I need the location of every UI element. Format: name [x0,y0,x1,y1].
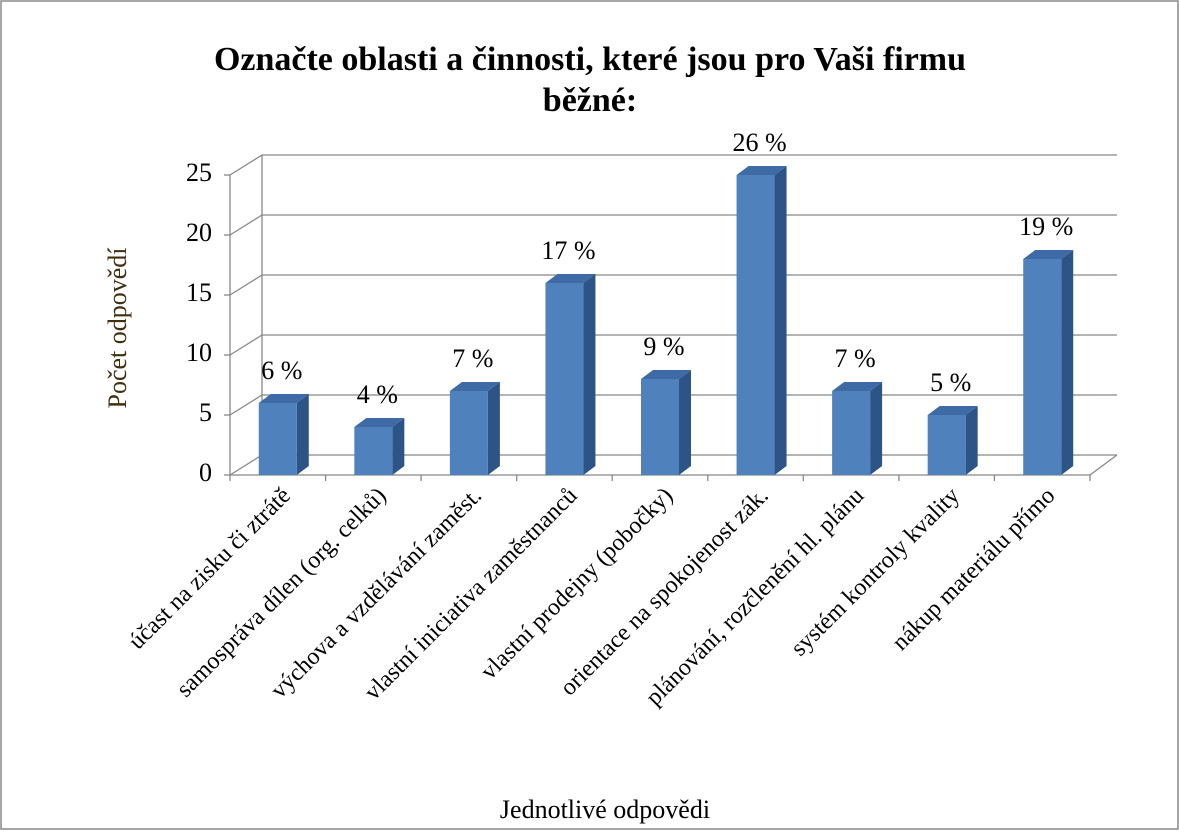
bar-top [449,382,500,391]
y-tick-label: 0 [199,458,212,487]
data-label: 5 % [930,368,971,397]
bar [258,394,309,475]
grid-line [229,274,1117,296]
bar [736,166,787,475]
bar [641,370,691,475]
y-tick-label: 5 [199,398,212,427]
bar-front [449,391,488,475]
data-label: 4 % [357,380,398,409]
data-label: 19 % [1019,212,1073,241]
bar [354,418,405,475]
bar-side [965,406,978,475]
bar-side [487,382,500,475]
y-tick-label: 20 [186,218,212,247]
bar-side [583,274,596,475]
bar-front [927,415,966,475]
bar-side [679,370,691,475]
y-tick-label: 10 [186,338,212,367]
bar-front [354,427,393,475]
floor-right [1089,454,1118,476]
bar-top [258,394,309,403]
data-label: 6 % [261,356,302,385]
grid-line [229,214,1117,236]
bar-top [927,406,978,415]
bar [832,382,883,475]
bar-top [354,418,405,427]
bar-front [641,379,679,475]
grid-line [229,394,1117,416]
bar-front [832,391,871,475]
bar-side [296,394,309,475]
bar-front [545,283,584,475]
bar-top [545,274,596,283]
data-label: 7 % [452,344,493,373]
bar-top [736,166,787,175]
y-tick-label: 15 [186,278,212,307]
bar-side [1061,250,1074,475]
bar-side [392,418,405,475]
bar-side [774,166,787,475]
bar-front [258,403,297,475]
grid-line [229,154,1117,176]
bar-top [641,370,691,379]
x-axis-label: Jednotlivé odpovědi [500,795,710,824]
grid-line [229,334,1117,356]
bar [545,274,596,475]
y-axis-label: Počet odpovědí [103,247,132,408]
bar-front [1023,259,1062,475]
bar-top [832,382,883,391]
y-tick-label: 25 [186,158,212,187]
bar [1023,250,1074,475]
bar-front [736,175,775,475]
chart-title: Označte oblasti a činnosti, které jsou p… [214,41,966,119]
bar [449,382,500,475]
data-label: 26 % [732,128,786,157]
bar-top [1023,250,1074,259]
bar [927,406,978,475]
data-label: 9 % [643,332,684,361]
bar-side [870,382,883,475]
data-label: 17 % [541,236,595,265]
data-label: 7 % [835,344,876,373]
